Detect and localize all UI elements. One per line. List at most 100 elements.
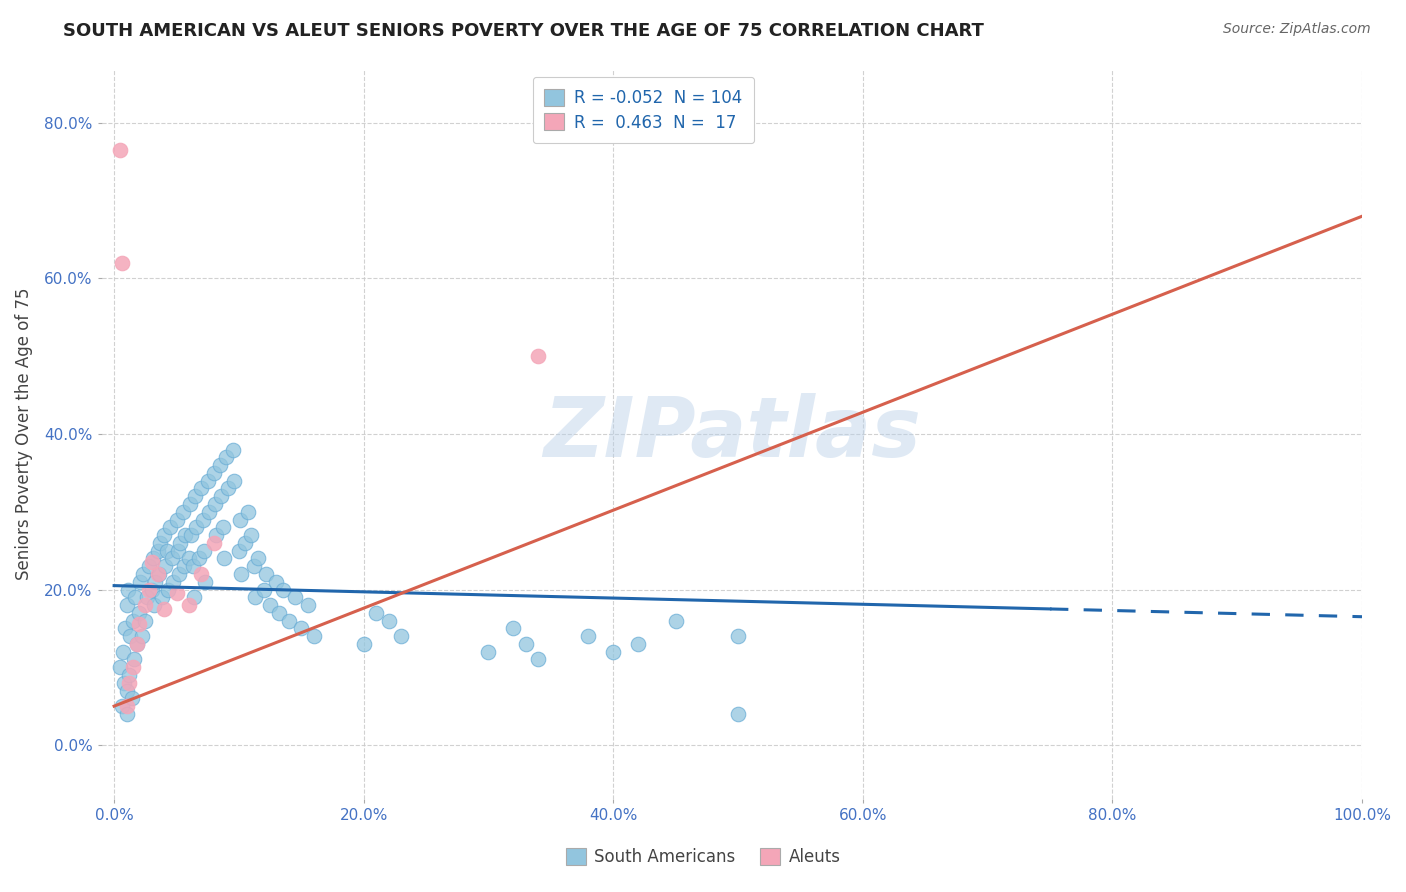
Point bbox=[135, 591, 157, 605]
Point bbox=[377, 614, 399, 628]
Point bbox=[114, 621, 136, 635]
Point bbox=[576, 629, 599, 643]
Point bbox=[181, 559, 204, 574]
Point bbox=[122, 652, 145, 666]
Point bbox=[515, 637, 537, 651]
Point bbox=[121, 660, 143, 674]
Point bbox=[271, 582, 294, 597]
Point bbox=[138, 559, 160, 574]
Point bbox=[173, 559, 195, 574]
Point bbox=[198, 505, 221, 519]
Point bbox=[167, 566, 190, 581]
Point bbox=[148, 566, 170, 581]
Point bbox=[228, 543, 250, 558]
Point bbox=[727, 706, 749, 721]
Point bbox=[222, 474, 245, 488]
Point bbox=[166, 543, 188, 558]
Point bbox=[243, 559, 266, 574]
Point bbox=[121, 614, 143, 628]
Y-axis label: Seniors Poverty Over the Age of 75: Seniors Poverty Over the Age of 75 bbox=[15, 288, 32, 580]
Point bbox=[527, 652, 550, 666]
Point bbox=[266, 574, 288, 589]
Point bbox=[254, 566, 277, 581]
Point bbox=[353, 637, 375, 651]
Point bbox=[143, 598, 166, 612]
Point bbox=[115, 706, 138, 721]
Point bbox=[277, 614, 299, 628]
Point bbox=[110, 143, 132, 157]
Point bbox=[120, 629, 142, 643]
Point bbox=[142, 551, 165, 566]
Point bbox=[180, 528, 202, 542]
Point bbox=[166, 586, 188, 600]
Point bbox=[141, 555, 163, 569]
Point bbox=[215, 450, 238, 465]
Point bbox=[160, 551, 183, 566]
Point bbox=[166, 512, 188, 526]
Point bbox=[259, 598, 281, 612]
Point bbox=[212, 551, 235, 566]
Point bbox=[188, 551, 211, 566]
Point bbox=[186, 520, 208, 534]
Point bbox=[115, 598, 138, 612]
Point bbox=[131, 629, 153, 643]
Point bbox=[124, 591, 146, 605]
Point bbox=[389, 629, 412, 643]
Point bbox=[141, 582, 163, 597]
Point bbox=[125, 637, 148, 651]
Point bbox=[204, 497, 226, 511]
Point bbox=[183, 591, 205, 605]
Point bbox=[128, 606, 150, 620]
Point bbox=[502, 621, 524, 635]
Point bbox=[117, 582, 139, 597]
Point bbox=[190, 482, 212, 496]
Point bbox=[267, 606, 290, 620]
Point bbox=[110, 256, 132, 270]
Point bbox=[129, 574, 152, 589]
Legend: R = -0.052  N = 104, R =  0.463  N =  17: R = -0.052 N = 104, R = 0.463 N = 17 bbox=[533, 77, 755, 144]
Point bbox=[174, 528, 197, 542]
Point bbox=[627, 637, 650, 651]
Point bbox=[236, 505, 259, 519]
Point bbox=[179, 497, 201, 511]
Point bbox=[110, 699, 132, 714]
Point bbox=[211, 520, 233, 534]
Point bbox=[209, 458, 232, 472]
Point bbox=[231, 566, 253, 581]
Point bbox=[193, 543, 215, 558]
Point bbox=[149, 536, 172, 550]
Point bbox=[134, 598, 156, 612]
Point bbox=[169, 536, 191, 550]
Point bbox=[118, 675, 141, 690]
Point bbox=[112, 675, 135, 690]
Point bbox=[111, 645, 134, 659]
Point bbox=[115, 699, 138, 714]
Point bbox=[202, 466, 225, 480]
Point bbox=[297, 598, 319, 612]
Point bbox=[162, 574, 184, 589]
Point bbox=[477, 645, 499, 659]
Point bbox=[205, 528, 228, 542]
Point bbox=[229, 512, 252, 526]
Point bbox=[727, 629, 749, 643]
Point bbox=[665, 614, 688, 628]
Point bbox=[156, 582, 179, 597]
Point bbox=[155, 559, 177, 574]
Point bbox=[233, 536, 256, 550]
Point bbox=[221, 442, 243, 457]
Point bbox=[190, 566, 212, 581]
Point bbox=[134, 614, 156, 628]
Point bbox=[202, 536, 225, 550]
Point bbox=[138, 582, 160, 597]
Point bbox=[146, 566, 169, 581]
Point bbox=[246, 551, 269, 566]
Point bbox=[128, 617, 150, 632]
Point bbox=[284, 591, 307, 605]
Point bbox=[150, 591, 173, 605]
Point bbox=[115, 683, 138, 698]
Point bbox=[118, 668, 141, 682]
Point bbox=[184, 489, 207, 503]
Text: SOUTH AMERICAN VS ALEUT SENIORS POVERTY OVER THE AGE OF 75 CORRELATION CHART: SOUTH AMERICAN VS ALEUT SENIORS POVERTY … bbox=[63, 22, 984, 40]
Point bbox=[146, 543, 169, 558]
Point bbox=[121, 691, 143, 706]
